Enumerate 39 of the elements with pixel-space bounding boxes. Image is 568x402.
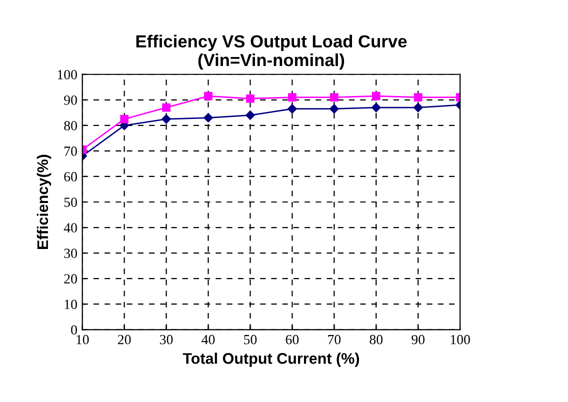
y-tick-label: 0 — [71, 325, 77, 335]
y-tick-label: 20 — [64, 274, 77, 284]
point — [372, 92, 380, 100]
point — [330, 93, 338, 102]
y-tick-label: 60 — [64, 172, 77, 182]
y-tick-label: 30 — [64, 248, 77, 258]
point — [246, 110, 255, 120]
x-tick-label: 20 — [118, 334, 131, 344]
y-tick-label: 90 — [64, 95, 77, 105]
y-tick-label: 40 — [64, 223, 77, 232]
y-tick-label: 80 — [64, 121, 77, 130]
x-tick-label: 50 — [244, 334, 257, 344]
point — [288, 104, 297, 114]
x-tick-label: 60 — [286, 334, 299, 344]
x-tick-label: 80 — [370, 334, 383, 344]
x-tick-label: 40 — [202, 334, 215, 344]
y-tick-label: 70 — [64, 146, 77, 156]
y-tick-label: 100 — [58, 70, 77, 80]
x-tick-label: 100 — [450, 334, 470, 344]
point — [330, 104, 339, 114]
x-tick-label: 10 — [76, 334, 89, 344]
point — [162, 114, 171, 124]
y-axis-title: Efficiency(%) — [36, 154, 52, 249]
y-tick-label: 50 — [64, 198, 77, 207]
point — [162, 103, 170, 112]
point — [204, 113, 213, 122]
x-tick-label: 90 — [412, 334, 425, 344]
point — [204, 92, 212, 100]
y-tick-label: 10 — [64, 300, 77, 310]
point — [413, 102, 423, 112]
chart-title: Efficiency VS Output Load Curve (Vin=Vin-nominal) — [136, 34, 407, 70]
x-axis-title: Total Output Current (%) — [182, 352, 360, 367]
x-tick-label: 70 — [328, 334, 341, 344]
point — [372, 102, 381, 112]
point — [414, 93, 422, 102]
x-tick-label: 30 — [160, 334, 173, 344]
point — [246, 94, 254, 103]
point — [120, 114, 128, 124]
point — [288, 93, 296, 102]
